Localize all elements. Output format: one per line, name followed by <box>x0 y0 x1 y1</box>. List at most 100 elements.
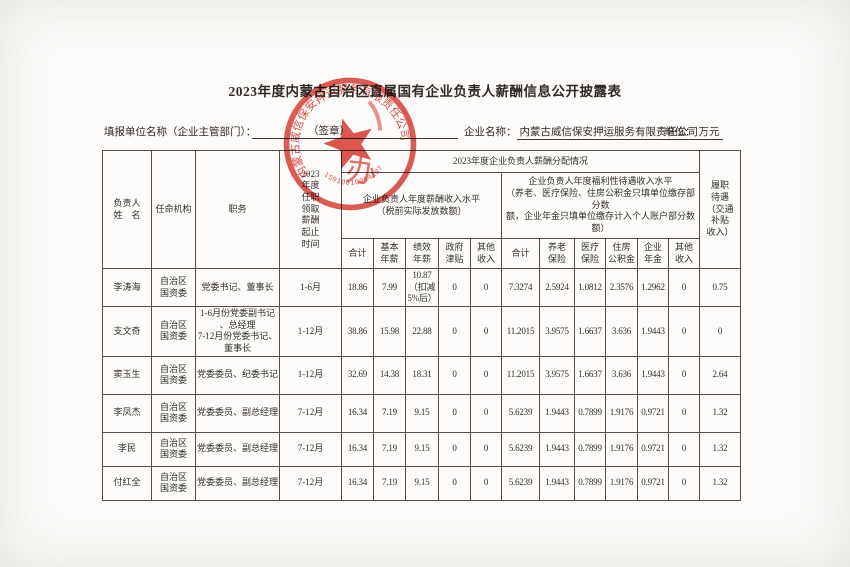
cell-name: 支文奇 <box>102 306 152 357</box>
cell-welfare-total: 11.2015 <box>501 306 540 357</box>
cell-gov-subsidy: 0 <box>438 355 471 395</box>
table-row: 李民 自治区 国资委 党委委员、副总经理 7-12月 16.34 7.19 9.… <box>102 431 741 467</box>
table-row: 支文奇 自治区 国资委 1-6月份党委副书记 、总经理 7-12月份党委书记、 … <box>102 306 741 357</box>
seal-placeholder-label: （签章） <box>308 126 350 137</box>
cell-salary-total: 38.86 <box>341 306 374 357</box>
cell-period: 7-12月 <box>279 431 342 467</box>
cell-housing-fund: 1.9176 <box>605 465 638 501</box>
cell-base-salary: 7.99 <box>373 267 406 308</box>
col-header-duty-text: 履职 待遇 （交通 补贴 收入） <box>706 180 734 238</box>
cell-base-salary: 14.38 <box>373 355 406 395</box>
table-row: 李凤杰 自治区 国资委 党委委员、副总经理 7-12月 16.34 7.19 9… <box>102 393 741 433</box>
form-unit-label: 填报单位名称（企业主管部门）： <box>104 127 257 138</box>
unit-group: 单位： 万元 <box>664 124 723 140</box>
subheader-salary-total: 合计 <box>341 238 374 269</box>
cell-welfare-other: 0 <box>668 306 700 357</box>
cell-duty-allowance: 1.32 <box>699 393 741 433</box>
subheader-welfare-other: 其他 收入 <box>668 238 700 269</box>
cell-other-income: 0 <box>470 306 502 357</box>
cell-position: 党委委员、副总经理 <box>195 393 280 433</box>
subheader-housing-fund: 住房 公积金 <box>605 238 638 269</box>
cell-base-salary: 7.19 <box>373 465 406 501</box>
cell-welfare-total: 11.2015 <box>501 355 540 395</box>
cell-other-income: 0 <box>470 431 502 467</box>
table-row: 付红全 自治区 国资委 党委委员、副总经理 7-12月 16.34 7.19 9… <box>102 465 741 501</box>
cell-performance-salary: 9.15 <box>405 431 439 467</box>
cell-gov-subsidy: 0 <box>438 465 471 501</box>
seal-star-icon <box>323 118 372 170</box>
col-header-name: 负责人 姓 名 <box>102 150 152 269</box>
cell-name: 李涛海 <box>102 267 152 308</box>
subheader-gov-subsidy: 政府 津贴 <box>438 238 471 269</box>
company-name-group: 企业名称： 内蒙古威信保安押运服务有限责任公司 <box>464 124 701 140</box>
cell-performance-salary: 22.88 <box>405 306 439 357</box>
unit-value: 万元 <box>695 127 723 140</box>
cell-annuity: 1.9443 <box>637 355 669 395</box>
cell-welfare-other: 0 <box>668 465 700 501</box>
cell-performance-salary: 9.15 <box>405 393 439 433</box>
cell-agency: 自治区 国资委 <box>151 393 196 433</box>
cell-housing-fund: 2.3576 <box>605 267 638 308</box>
cell-welfare-other: 0 <box>668 393 700 433</box>
cell-duty-allowance: 0.75 <box>699 267 741 308</box>
cell-pension: 3.9575 <box>539 306 575 357</box>
cell-annuity: 1.9443 <box>637 306 669 357</box>
cell-gov-subsidy: 0 <box>438 306 471 357</box>
cell-pension: 2.5924 <box>539 267 575 308</box>
cell-position: 党委书记、董事长 <box>195 267 280 308</box>
cell-performance-salary: 10.87 （扣减 5%后） <box>405 267 439 308</box>
cell-agency: 自治区 国资委 <box>151 306 196 357</box>
subheader-medical: 医疗 保险 <box>574 238 606 269</box>
cell-name: 李民 <box>102 431 152 467</box>
cell-housing-fund: 1.9176 <box>605 393 638 433</box>
cell-welfare-other: 0 <box>668 267 700 308</box>
subheader-annuity: 企业 年金 <box>637 238 669 269</box>
cell-agency: 自治区 国资委 <box>151 355 196 395</box>
cell-housing-fund: 3.636 <box>605 306 638 357</box>
cell-medical: 0.7899 <box>574 431 606 467</box>
cell-pension: 1.9443 <box>539 393 575 433</box>
cell-period: 1-12月 <box>279 306 342 357</box>
company-name-label: 企业名称： <box>464 127 517 138</box>
cell-name: 李凤杰 <box>102 393 152 433</box>
col-header-position: 职务 <box>195 150 280 269</box>
cell-base-salary: 15.98 <box>373 306 406 357</box>
cell-position: 党委委员、副总经理 <box>195 431 280 467</box>
cell-salary-total: 16.34 <box>341 431 374 467</box>
cell-welfare-total: 5.6239 <box>501 431 540 467</box>
cell-duty-allowance: 0 <box>699 306 741 357</box>
cell-duty-allowance: 1.32 <box>699 465 741 501</box>
cell-pension: 3.9575 <box>539 355 575 395</box>
cell-agency: 自治区 国资委 <box>151 465 196 501</box>
cell-performance-salary: 9.15 <box>405 465 439 501</box>
cell-pension: 1.9443 <box>539 465 575 501</box>
cell-annuity: 0.9721 <box>637 393 669 433</box>
seal-ring <box>283 77 417 211</box>
cell-duty-allowance: 1.32 <box>699 431 741 467</box>
cell-position: 党委委员、副总经理 <box>195 465 280 501</box>
seal-ink-smudge <box>367 100 383 131</box>
cell-other-income: 0 <box>470 393 502 433</box>
cell-gov-subsidy: 0 <box>438 431 471 467</box>
unit-label: 单位： <box>664 127 696 138</box>
cell-base-salary: 7.19 <box>373 431 406 467</box>
cell-period: 1-12月 <box>279 355 342 395</box>
cell-gov-subsidy: 0 <box>438 267 471 308</box>
red-company-seal: 内蒙古威信保安押运服务有限责任公司 15010010004287 办 <box>273 67 417 211</box>
cell-welfare-total: 5.6239 <box>501 393 540 433</box>
cell-period: 7-12月 <box>279 465 342 501</box>
cell-medical: 1.6637 <box>574 306 606 357</box>
cell-salary-total: 18.86 <box>341 267 374 308</box>
col-header-agency: 任命机构 <box>151 150 196 269</box>
cell-other-income: 0 <box>470 355 502 395</box>
subheader-welfare-total: 合计 <box>501 238 540 269</box>
header-row-1: 负责人 姓 名 任命机构 职务 2023 年度 任职 领取 薪酬 起止 时间 2… <box>102 150 741 269</box>
cell-salary-total: 16.34 <box>341 465 374 501</box>
seal-overlay-glyph: 办 <box>344 153 379 190</box>
table-row: 窦玉生 自治区 国资委 党委委员、纪委书记 1-12月 32.69 14.38 … <box>102 355 741 395</box>
cell-other-income: 0 <box>470 267 502 308</box>
cell-agency: 自治区 国资委 <box>151 267 196 308</box>
cell-medical: 0.7899 <box>574 465 606 501</box>
company-name-value: 内蒙古威信保安押运服务有限责任公司 <box>516 127 701 140</box>
header-row-3: 合计 基本 年薪 绩效 年薪 政府 津贴 其他 收入 合计 养老 保险 医疗 保… <box>103 238 741 269</box>
